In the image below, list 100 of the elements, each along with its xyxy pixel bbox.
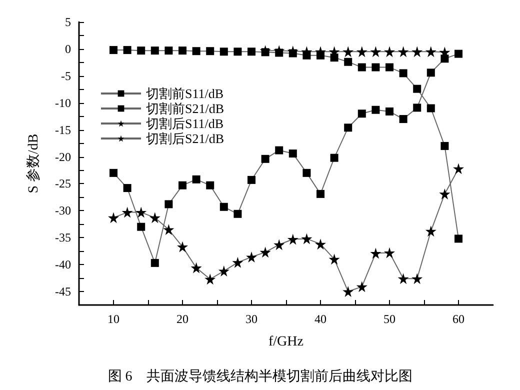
point bbox=[178, 46, 186, 55]
point bbox=[413, 84, 422, 93]
point bbox=[220, 202, 228, 211]
point bbox=[136, 206, 147, 218]
point bbox=[206, 47, 214, 56]
point bbox=[218, 266, 230, 277]
point bbox=[149, 212, 160, 224]
legend-label: 切割前S21/dB bbox=[146, 101, 224, 116]
y-axis-title: S 参数/dB bbox=[26, 134, 42, 194]
caption: 图 6 共面波导馈线结构半模切割前后曲线对比图 bbox=[108, 368, 412, 384]
y-tick-label: -25 bbox=[55, 176, 71, 191]
y-tick-label: 0 bbox=[65, 42, 71, 56]
point bbox=[440, 142, 449, 150]
point bbox=[301, 233, 312, 244]
point bbox=[192, 175, 200, 184]
point bbox=[234, 210, 242, 218]
x-tick-label: 10 bbox=[108, 312, 120, 326]
point bbox=[453, 163, 464, 174]
point bbox=[204, 274, 216, 285]
x-tick-label: 20 bbox=[176, 312, 188, 326]
point bbox=[220, 48, 228, 56]
point bbox=[206, 181, 214, 190]
y-tick-label: -5 bbox=[61, 68, 71, 83]
point bbox=[399, 69, 408, 78]
point bbox=[372, 106, 380, 114]
point bbox=[150, 46, 159, 55]
point bbox=[123, 46, 132, 54]
y-tick-label: -35 bbox=[55, 230, 71, 245]
point bbox=[358, 63, 366, 72]
point bbox=[287, 234, 298, 245]
point bbox=[261, 154, 270, 163]
point bbox=[248, 48, 256, 56]
point bbox=[412, 46, 423, 58]
point bbox=[123, 184, 132, 192]
point bbox=[413, 104, 422, 112]
point bbox=[342, 46, 354, 58]
point bbox=[260, 246, 271, 258]
point bbox=[108, 212, 119, 224]
point bbox=[330, 154, 338, 162]
point bbox=[192, 47, 200, 56]
point bbox=[315, 238, 326, 250]
point bbox=[439, 188, 450, 200]
point bbox=[412, 273, 423, 284]
point bbox=[426, 104, 435, 112]
y-tick-label: -45 bbox=[55, 284, 71, 299]
point bbox=[384, 46, 395, 58]
x-tick-label: 60 bbox=[452, 312, 464, 326]
point bbox=[275, 146, 284, 154]
x-tick-label: 30 bbox=[246, 312, 258, 326]
point bbox=[164, 46, 173, 55]
point bbox=[342, 286, 354, 298]
y-tick-label: -10 bbox=[55, 96, 71, 110]
point bbox=[316, 190, 324, 198]
point bbox=[150, 258, 159, 267]
point bbox=[246, 252, 257, 263]
point bbox=[370, 46, 382, 58]
point bbox=[356, 46, 368, 58]
point bbox=[163, 224, 174, 236]
y-tick-label: -20 bbox=[55, 150, 71, 164]
point bbox=[260, 45, 271, 56]
legend-label: 切割前S11/dB bbox=[146, 86, 224, 101]
y-tick-label: -40 bbox=[55, 258, 71, 272]
point bbox=[454, 234, 462, 243]
y-tick-label: -30 bbox=[55, 204, 71, 218]
point bbox=[370, 248, 382, 259]
point bbox=[137, 222, 146, 231]
point bbox=[288, 150, 297, 158]
legend-label: 切割后S21/dB bbox=[146, 131, 224, 146]
point bbox=[190, 262, 202, 274]
y-tick-label: 5 bbox=[65, 15, 71, 29]
point bbox=[274, 239, 285, 250]
point bbox=[386, 63, 394, 72]
point bbox=[137, 46, 146, 55]
point bbox=[248, 176, 256, 184]
point bbox=[398, 273, 409, 284]
point bbox=[164, 200, 173, 208]
x-axis-title: f/GHz bbox=[268, 334, 304, 350]
point bbox=[454, 50, 462, 58]
point bbox=[344, 58, 352, 66]
point bbox=[177, 241, 188, 252]
point bbox=[122, 206, 133, 218]
x-tick-label: 50 bbox=[384, 312, 396, 326]
point bbox=[372, 63, 380, 72]
point bbox=[356, 281, 368, 292]
point bbox=[386, 107, 394, 116]
legend-label: 切割后S11/dB bbox=[146, 116, 224, 131]
y-tick-label: -15 bbox=[55, 122, 71, 137]
point bbox=[344, 124, 352, 132]
point bbox=[399, 115, 408, 124]
point bbox=[110, 46, 118, 54]
point bbox=[398, 46, 409, 58]
point bbox=[384, 247, 395, 258]
point bbox=[425, 226, 436, 237]
point bbox=[425, 46, 436, 58]
point bbox=[302, 168, 311, 177]
point bbox=[178, 181, 186, 190]
x-tick-label: 40 bbox=[314, 312, 326, 326]
point bbox=[232, 256, 244, 268]
point bbox=[234, 48, 242, 56]
point bbox=[358, 110, 366, 118]
